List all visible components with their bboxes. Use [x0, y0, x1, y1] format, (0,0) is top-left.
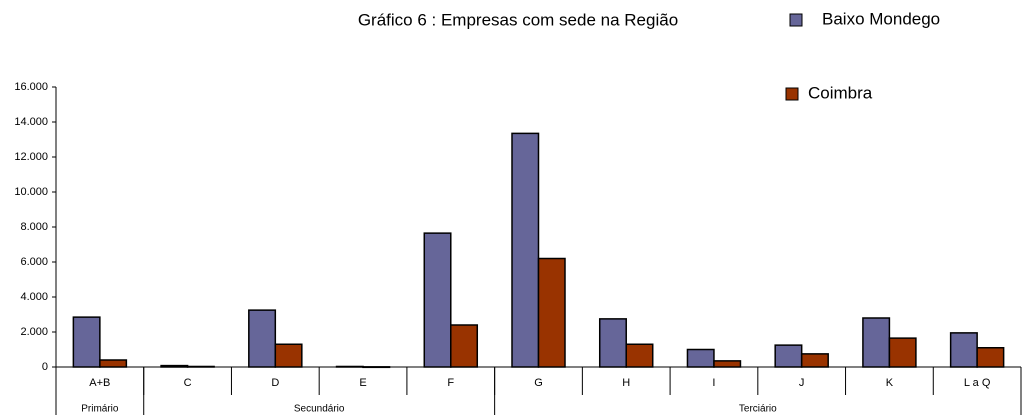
x-tick-label: G	[534, 377, 543, 389]
y-tick-label: 14.000	[14, 116, 48, 128]
x-tick-label: A+B	[89, 377, 110, 389]
bar	[686, 348, 715, 368]
bar	[537, 257, 566, 368]
bar	[186, 365, 215, 368]
y-tick-label: 16.000	[14, 81, 48, 93]
bar	[511, 132, 540, 368]
x-tick-label: L a Q	[964, 377, 991, 389]
x-tick-label: C	[184, 377, 192, 389]
x-tick-label: F	[447, 377, 454, 389]
bar	[976, 347, 1005, 368]
legend-label: Coimbra	[808, 83, 873, 102]
y-tick-label: 8.000	[20, 221, 48, 233]
x-tick-label: J	[799, 377, 805, 389]
group-label: Terciário	[739, 404, 777, 415]
chart-title: Gráfico 6 : Empresas com sede na Região	[358, 10, 678, 29]
bar	[362, 366, 391, 369]
y-tick-label: 0	[42, 361, 48, 373]
bar	[423, 232, 452, 368]
bar	[888, 337, 917, 368]
y-tick-label: 2.000	[20, 326, 48, 338]
bar	[862, 317, 891, 368]
legend-label: Baixo Mondego	[822, 9, 940, 28]
bar	[72, 316, 101, 368]
group-label: Primário	[81, 404, 119, 415]
bar	[335, 365, 364, 368]
bar	[99, 359, 128, 368]
bar	[160, 364, 189, 368]
y-tick-label: 12.000	[14, 151, 48, 163]
legend-swatch	[785, 87, 799, 101]
bar	[274, 343, 303, 368]
bar	[774, 344, 803, 368]
x-tick-label: K	[886, 377, 894, 389]
x-tick-label: I	[712, 377, 715, 389]
y-tick-label: 6.000	[20, 256, 48, 268]
x-tick-label: H	[622, 377, 630, 389]
x-tick-label: D	[271, 377, 279, 389]
y-tick-label: 4.000	[20, 291, 48, 303]
bar	[248, 309, 277, 368]
legend-swatch	[789, 13, 803, 27]
bar	[625, 343, 654, 368]
bar	[949, 332, 978, 368]
bar	[450, 324, 479, 368]
bar	[598, 318, 627, 368]
y-tick-label: 10.000	[14, 186, 48, 198]
bar	[713, 360, 742, 368]
group-label: Secundário	[294, 404, 345, 415]
x-tick-label: E	[359, 377, 366, 389]
bar	[800, 353, 829, 368]
